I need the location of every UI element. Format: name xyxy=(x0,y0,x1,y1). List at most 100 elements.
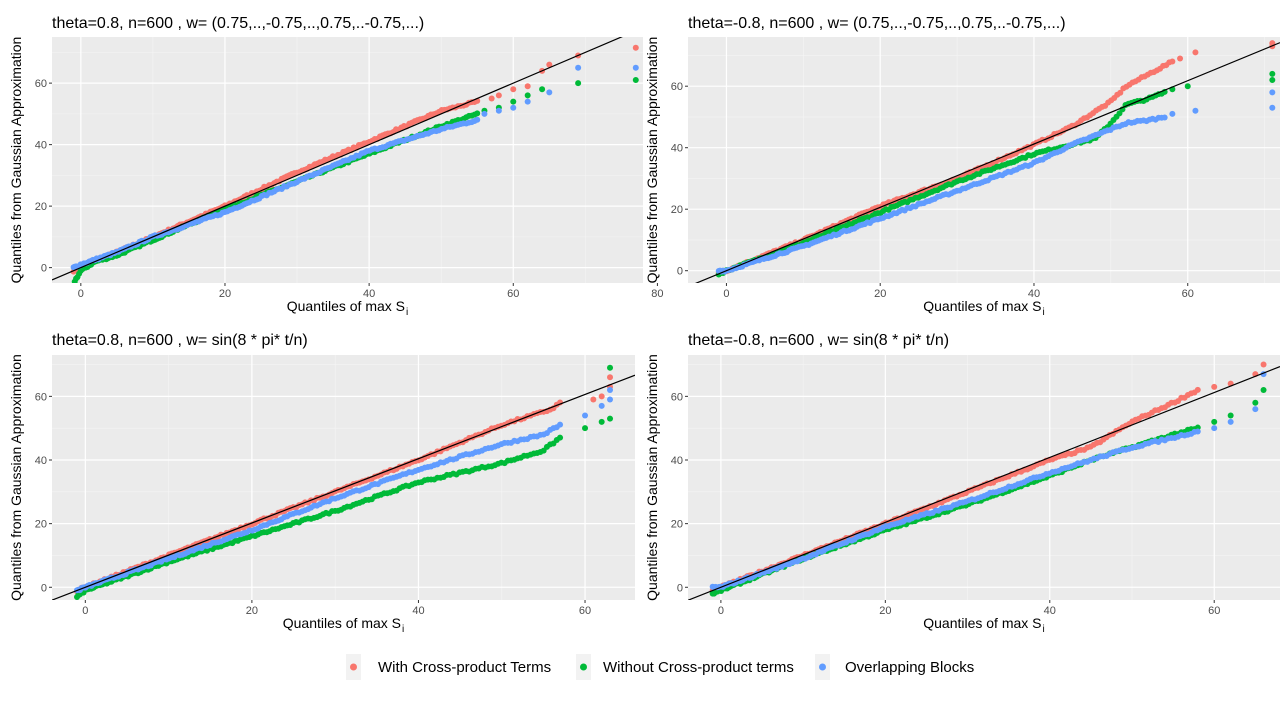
point-s3 xyxy=(474,116,481,123)
point-s1 xyxy=(590,396,597,403)
point-s3 xyxy=(546,89,553,96)
point-s1 xyxy=(1211,383,1218,390)
x-tick-label: 0 xyxy=(718,605,724,617)
point-s2 xyxy=(510,98,517,105)
x-tick-label: 40 xyxy=(363,288,375,300)
point-s1 xyxy=(1169,58,1176,65)
x-tick-label: 40 xyxy=(1044,605,1056,617)
x-tick-label: 20 xyxy=(219,288,231,300)
point-s3 xyxy=(1161,114,1168,121)
point-s1 xyxy=(546,61,553,68)
y-tick-label: 20 xyxy=(671,519,683,531)
point-s1 xyxy=(510,86,517,93)
y-axis-label: Quantiles from Gaussian Approximation xyxy=(8,354,24,601)
legend-label-s1: With Cross-product Terms xyxy=(378,659,551,676)
legend: With Cross-product Terms Without Cross-p… xyxy=(346,654,974,680)
y-tick-label: 60 xyxy=(671,391,683,403)
y-tick-label: 60 xyxy=(35,391,47,403)
point-s2 xyxy=(582,425,589,432)
x-tick-label: 40 xyxy=(412,605,424,617)
x-tick-label: 60 xyxy=(1182,288,1194,300)
point-s3 xyxy=(607,396,614,403)
legend-key-s1 xyxy=(350,663,357,671)
x-axis-label: Quantiles of max Si xyxy=(283,615,405,635)
point-s2 xyxy=(607,415,614,422)
x-tick-label: 60 xyxy=(507,288,519,300)
point-s3 xyxy=(510,104,517,111)
reference-line xyxy=(52,374,635,600)
point-s2 xyxy=(598,418,605,425)
point-s3 xyxy=(1194,428,1201,435)
plot-area xyxy=(52,37,639,291)
x-axis-label-main: Quantiles of max S xyxy=(287,298,405,314)
point-s1 xyxy=(1260,361,1267,368)
point-s3 xyxy=(582,412,589,419)
y-axis-label: Quantiles from Gaussian Approximation xyxy=(644,37,660,284)
point-s3 xyxy=(1211,425,1218,432)
plot-area xyxy=(52,364,635,600)
x-axis-label-subscript: i xyxy=(402,624,404,635)
point-s1 xyxy=(607,374,614,381)
point-s3 xyxy=(607,387,614,393)
x-axis-label-main: Quantiles of max S xyxy=(283,615,401,631)
point-s3 xyxy=(1227,418,1234,425)
panel-3: 0 20 40 60 0 20 40 60 theta=0.8, n=600 , w= sin(… xyxy=(8,332,635,635)
point-s1 xyxy=(1192,49,1199,56)
x-axis-label-subscript: i xyxy=(1043,624,1045,635)
y-tick-label: 0 xyxy=(677,266,683,278)
x-axis-label-subscript: i xyxy=(406,307,408,318)
plot-area xyxy=(695,40,1280,283)
x-axis-label: Quantiles of max Si xyxy=(923,615,1045,635)
point-s2 xyxy=(539,86,546,93)
series-s3 xyxy=(715,89,1276,275)
series-s3 xyxy=(73,387,614,594)
point-s3 xyxy=(1269,104,1276,111)
point-s2 xyxy=(524,92,531,99)
panel-background xyxy=(52,355,635,600)
point-s3 xyxy=(557,421,564,428)
x-tick-label: 20 xyxy=(879,605,891,617)
legend-key-s3 xyxy=(819,663,826,671)
series-s3 xyxy=(70,64,639,271)
panel-title: theta=-0.8, n=600 , w= (0.75,..,-0.75,..… xyxy=(688,15,1066,32)
y-tick-label: 40 xyxy=(35,140,47,152)
point-s2 xyxy=(1211,418,1218,425)
panel-title: theta=0.8, n=600 , w= sin(8 * pi* t/n) xyxy=(52,332,308,349)
point-s1 xyxy=(524,83,531,90)
point-s2 xyxy=(1260,387,1267,393)
point-s1 xyxy=(598,393,605,400)
y-axis-label: Quantiles from Gaussian Approximation xyxy=(644,354,660,601)
panel-4: 0 20 40 60 0 20 40 60 theta=-0.8, n=600 , w= sin… xyxy=(644,332,1280,635)
point-s2 xyxy=(557,434,564,441)
y-axis-label: Quantiles from Gaussian Approximation xyxy=(8,37,24,284)
y-tick-label: 60 xyxy=(671,81,683,93)
point-s1 xyxy=(632,44,639,51)
x-tick-label: 20 xyxy=(246,605,258,617)
x-tick-label: 80 xyxy=(651,288,663,300)
point-s1 xyxy=(1177,55,1184,62)
point-s1 xyxy=(1117,89,1124,96)
legend-key-s2 xyxy=(580,663,587,671)
panel-title: theta=0.8, n=600 , w= (0.75,..,-0.75,..,… xyxy=(52,15,424,32)
reference-line xyxy=(695,42,1280,283)
point-s2 xyxy=(607,364,614,371)
x-tick-label: 40 xyxy=(1028,288,1040,300)
y-tick-label: 0 xyxy=(41,263,47,275)
point-s3 xyxy=(1269,89,1276,96)
point-s2 xyxy=(71,285,77,291)
point-s3 xyxy=(495,107,502,114)
y-tick-label: 40 xyxy=(671,455,683,467)
panel-title: theta=-0.8, n=600 , w= sin(8 * pi* t/n) xyxy=(688,332,949,349)
point-s3 xyxy=(524,98,531,105)
legend-label-s3: Overlapping Blocks xyxy=(845,659,974,676)
x-axis-label-main: Quantiles of max S xyxy=(923,298,1041,314)
y-tick-label: 0 xyxy=(41,582,47,594)
x-tick-label: 0 xyxy=(78,288,84,300)
panel-2: 0 20 40 60 0 20 40 60 theta=-0.8, n=600 , w= (0.… xyxy=(644,15,1280,318)
reference-line xyxy=(52,37,623,281)
point-s3 xyxy=(481,110,488,117)
x-tick-label: 60 xyxy=(1208,605,1220,617)
y-tick-label: 60 xyxy=(35,78,47,90)
